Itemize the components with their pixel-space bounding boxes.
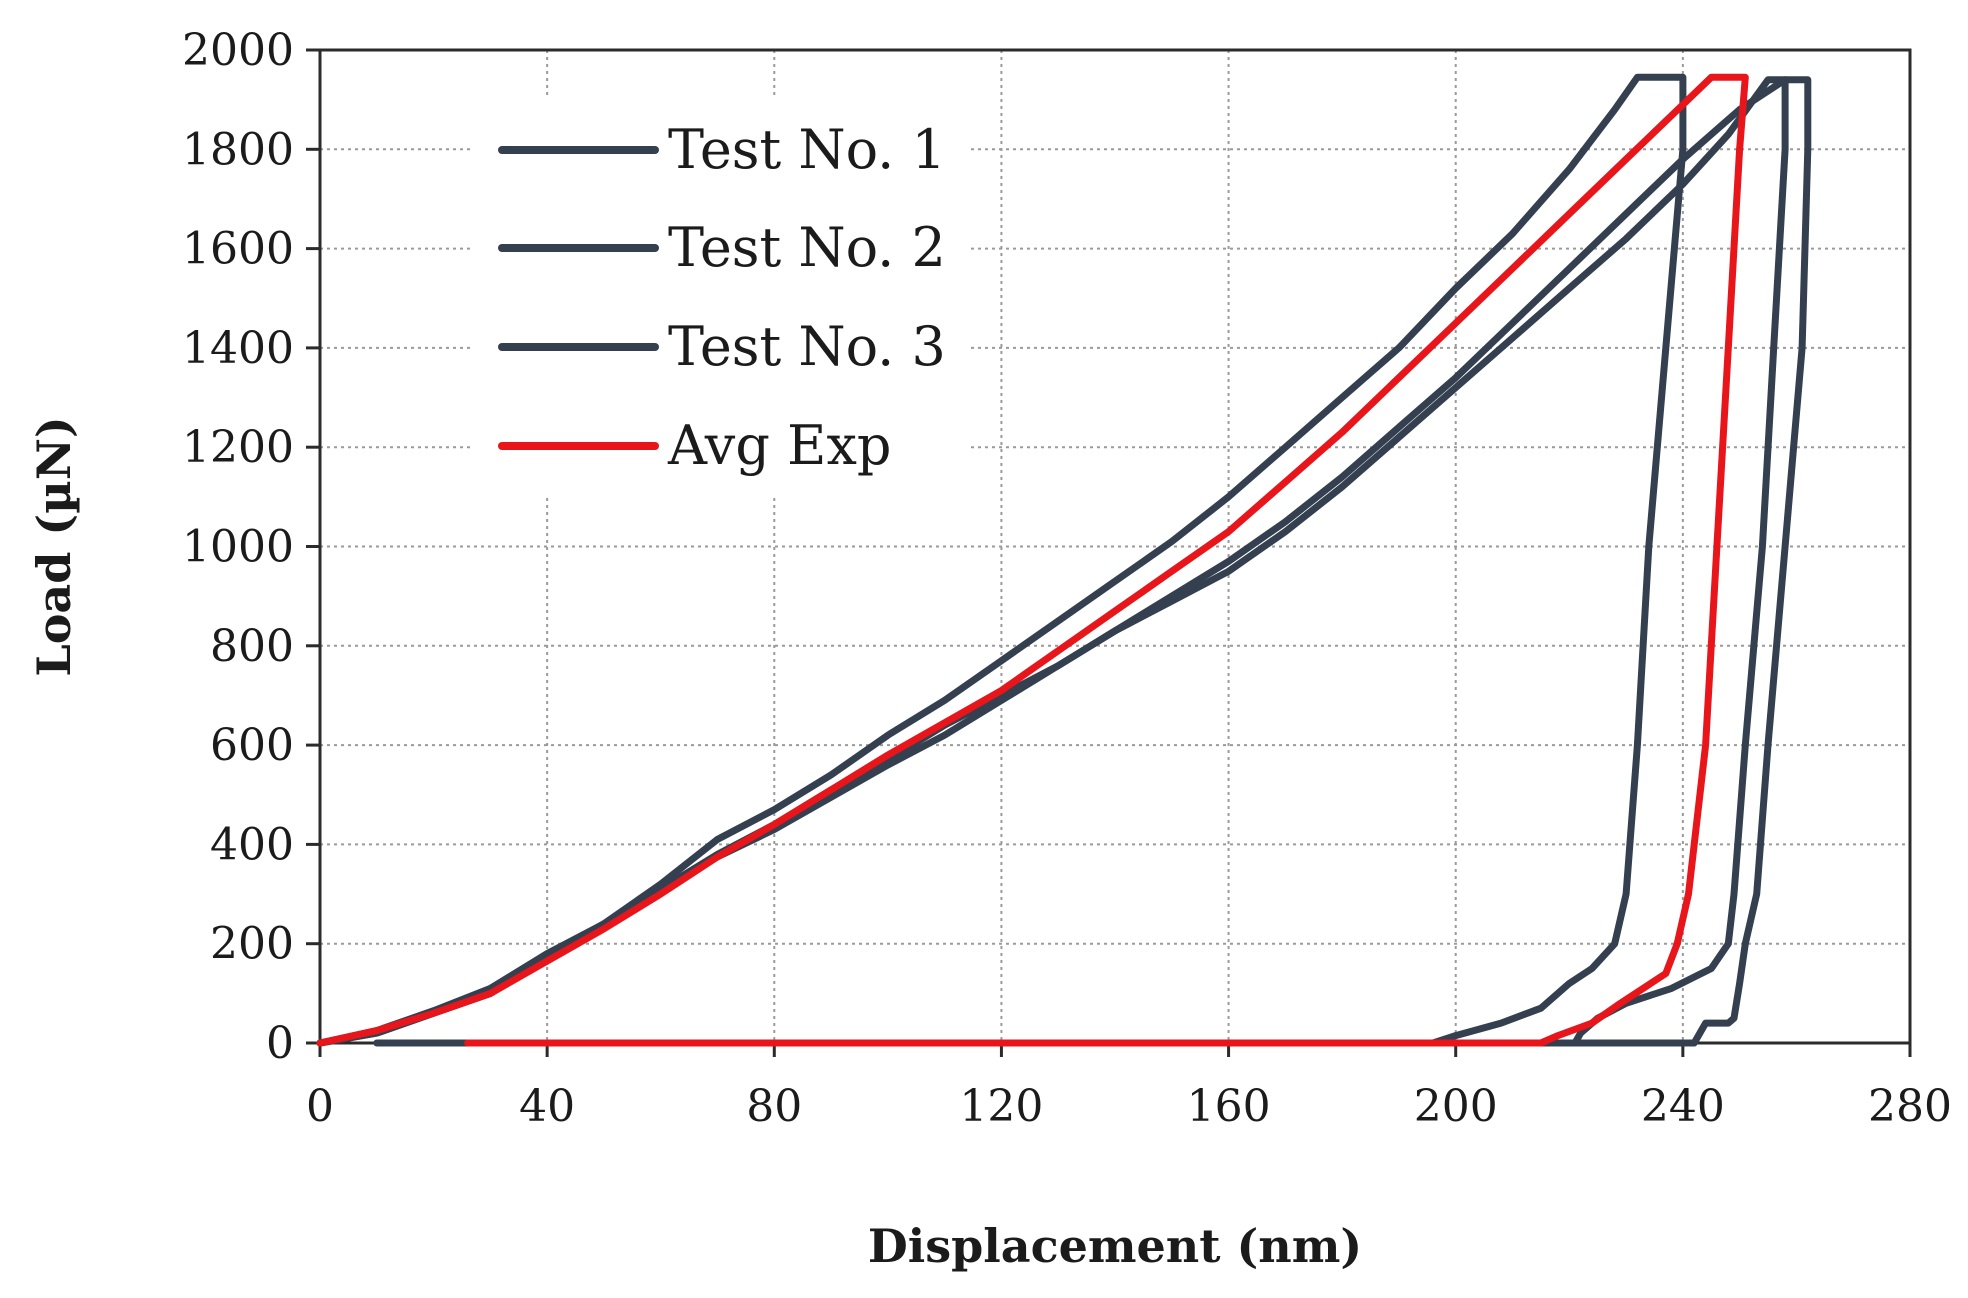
x-tick-label: 0 bbox=[306, 1081, 334, 1132]
y-axis-title: Load (µN) bbox=[27, 416, 81, 676]
y-tick-label: 1600 bbox=[182, 224, 294, 275]
legend-background bbox=[470, 95, 970, 495]
x-tick-label: 240 bbox=[1641, 1081, 1725, 1132]
legend-label: Test No. 2 bbox=[668, 216, 946, 279]
axes: 0 200 400 600 800 1000 1200 1400 1600 1800 2000 0 40… bbox=[182, 25, 1952, 1132]
x-tick-label: 120 bbox=[959, 1081, 1043, 1132]
y-tick-label: 200 bbox=[210, 919, 294, 970]
series-group bbox=[316, 73, 1812, 1047]
x-tick-label: 200 bbox=[1414, 1081, 1498, 1132]
legend: Test No. 1 Test No. 2 Test No. 3 Avg Exp bbox=[470, 95, 970, 495]
legend-label: Test No. 3 bbox=[668, 315, 946, 378]
x-tick-label: 160 bbox=[1187, 1081, 1271, 1132]
legend-label: Avg Exp bbox=[667, 414, 892, 477]
legend-label: Test No. 1 bbox=[668, 118, 946, 181]
y-tick-label: 0 bbox=[266, 1018, 294, 1069]
series-line-test-no-1 bbox=[316, 73, 1687, 1047]
series-line-avg-exp bbox=[316, 73, 1749, 1047]
y-tick-label: 1000 bbox=[182, 522, 294, 573]
y-tick-label: 1200 bbox=[182, 422, 294, 473]
y-tick-label: 600 bbox=[210, 720, 294, 771]
y-tick-label: 800 bbox=[210, 621, 294, 672]
y-tick-label: 1800 bbox=[182, 124, 294, 175]
y-tick-label: 400 bbox=[210, 819, 294, 870]
x-tick-label: 280 bbox=[1868, 1081, 1952, 1132]
y-tick-label: 2000 bbox=[182, 25, 294, 76]
x-tick-label: 40 bbox=[519, 1081, 575, 1132]
y-tick-label: 1400 bbox=[182, 323, 294, 374]
x-axis-title: Displacement (nm) bbox=[868, 1219, 1362, 1273]
x-tick-label: 80 bbox=[746, 1081, 802, 1132]
